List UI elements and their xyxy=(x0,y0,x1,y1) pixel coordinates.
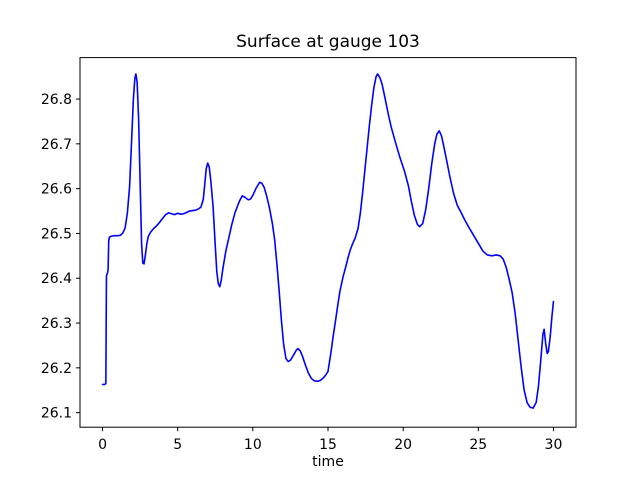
axis-ticks: 0 5 10 15 20 25 30 26.1 26.2 26.3 26.4 26.5 26.6 26.7… xyxy=(41,92,563,453)
series-layer xyxy=(101,73,555,409)
x-tick-label: 20 xyxy=(394,437,412,453)
y-tick-label: 26.5 xyxy=(41,226,72,242)
series-line-surface-elevation xyxy=(101,73,555,409)
y-tick-label: 26.1 xyxy=(41,406,72,422)
y-tick-label: 26.3 xyxy=(41,316,72,332)
y-tick-label: 26.2 xyxy=(41,361,72,377)
x-tick-label: 0 xyxy=(98,437,107,453)
x-tick-label: 10 xyxy=(244,437,262,453)
chart-title: Surface at gauge 103 xyxy=(236,32,420,52)
y-tick-label: 26.6 xyxy=(41,182,72,198)
y-tick-label: 26.4 xyxy=(41,271,72,287)
y-tick-label: 26.7 xyxy=(41,137,72,153)
x-tick-label: 30 xyxy=(545,437,563,453)
x-tick-label: 15 xyxy=(319,437,337,453)
axes-spines xyxy=(79,57,577,428)
y-tick-label: 26.8 xyxy=(41,92,72,108)
x-tick-label: 5 xyxy=(173,437,182,453)
x-tick-label: 25 xyxy=(469,437,487,453)
plot-area xyxy=(80,57,576,428)
x-axis-label: time xyxy=(312,454,344,470)
